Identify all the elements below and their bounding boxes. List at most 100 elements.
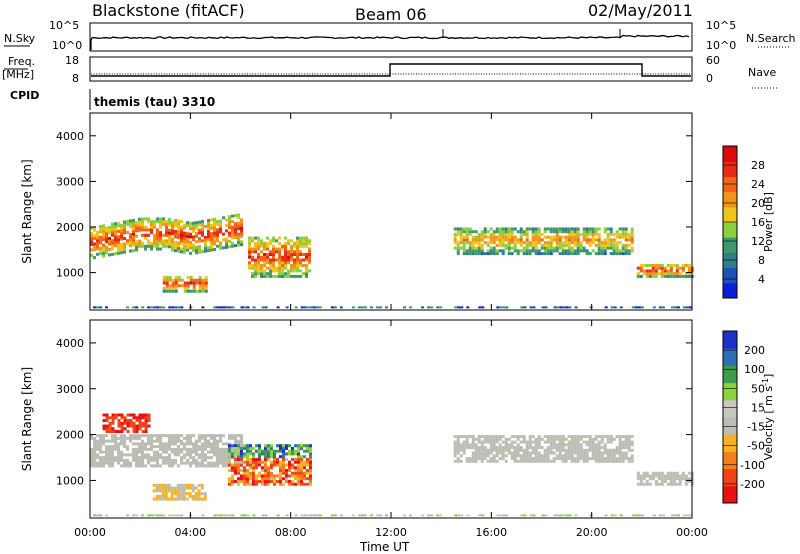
velocity-cell (239, 479, 243, 483)
power-cell (248, 239, 252, 243)
velocity-cell (105, 424, 109, 428)
velocity-cell (210, 447, 213, 451)
velocity-cell (275, 449, 279, 453)
power-cell (93, 247, 96, 251)
velocity-cell (231, 436, 234, 440)
velocity-cell (228, 434, 231, 438)
power-cell (129, 222, 132, 226)
velocity-cell (147, 413, 151, 417)
power-cell (228, 306, 232, 309)
velocity-cell (594, 459, 598, 463)
power-cell (117, 249, 120, 253)
power-cell (477, 232, 481, 236)
velocity-cell (651, 477, 655, 481)
velocity-cell (242, 477, 246, 481)
velocity-cell (272, 477, 276, 481)
velocity-cell (135, 416, 139, 420)
power-cell (555, 230, 559, 234)
velocity-cell (639, 482, 643, 486)
velocity-cell (233, 466, 237, 470)
velocity-cell (161, 497, 165, 501)
power-cell (234, 233, 237, 237)
power-cell (284, 274, 288, 278)
power-cell (591, 232, 595, 236)
power-cell (669, 272, 673, 276)
power-cell (462, 227, 466, 231)
velocity-cell (308, 460, 312, 464)
velocity-cell (108, 421, 112, 425)
velocity-cell (624, 437, 628, 441)
velocity-cell (96, 464, 99, 468)
power-cell (471, 230, 475, 234)
velocity-cell (225, 447, 228, 451)
velocity-cell (105, 419, 109, 422)
time-tick-label: 12:00 (375, 526, 407, 539)
power-cell (676, 306, 680, 309)
power-cell (278, 274, 282, 278)
noise-tick-bottom-left: 10^0 (52, 39, 82, 52)
power-cell (468, 241, 472, 245)
velocity-cell (257, 455, 261, 459)
power-cell (505, 306, 509, 309)
power-cell (120, 229, 123, 233)
velocity-cell (105, 447, 108, 451)
velocity-cell (189, 450, 192, 454)
power-cell (409, 306, 413, 309)
velocity-cell (561, 459, 565, 463)
velocity-cell (144, 416, 148, 420)
velocity-cell (585, 440, 589, 444)
velocity-cell (636, 474, 640, 478)
power-cell (357, 306, 361, 309)
power-cell (198, 228, 201, 232)
power-cell (486, 241, 490, 245)
velocity-cell (117, 450, 120, 454)
velocity-cell (681, 474, 685, 478)
velocity-cell (606, 435, 610, 439)
velocity-cell (102, 427, 106, 431)
power-cell (597, 249, 601, 253)
power-cell (468, 249, 472, 253)
power-cell (621, 243, 625, 247)
power-cell (642, 263, 646, 267)
power-cell (555, 249, 559, 253)
velocity-cell (99, 436, 102, 440)
velocity-cell (183, 461, 186, 465)
velocity-cell (585, 454, 589, 458)
power-cell (165, 289, 169, 293)
power-cell (480, 235, 484, 239)
power-cell (162, 306, 166, 309)
power-cell (210, 243, 213, 247)
velocity-cell (155, 483, 159, 487)
velocity-cell (510, 451, 514, 455)
power-cell (180, 250, 183, 254)
power-cell (615, 246, 619, 250)
power-cell (189, 246, 192, 250)
velocity-cell (165, 447, 168, 451)
velocity-cell (251, 466, 255, 470)
velocity-cell (248, 460, 252, 464)
velocity-cell (627, 459, 631, 463)
velocity-cell (453, 459, 457, 463)
power-cell (558, 241, 562, 245)
power-cell (489, 232, 493, 236)
power-cell (216, 236, 219, 240)
power-cell (240, 221, 243, 225)
power-cell (135, 240, 138, 244)
power-cell (192, 227, 195, 231)
power-cell (525, 252, 529, 256)
velocity-cell (188, 483, 192, 487)
velocity-cell (290, 474, 294, 478)
velocity-cells (90, 413, 694, 517)
power-cell (498, 243, 502, 247)
power-cell (278, 269, 282, 273)
velocity-cell (474, 437, 478, 441)
velocity-cell (582, 435, 586, 439)
velocity-cell (457, 514, 461, 517)
velocity-cell (630, 440, 634, 444)
power-cell (216, 228, 219, 232)
power-cell (528, 252, 532, 256)
velocity-cell (168, 436, 171, 440)
velocity-cell (465, 457, 469, 461)
power-cell (102, 248, 105, 252)
power-cell (510, 238, 514, 242)
